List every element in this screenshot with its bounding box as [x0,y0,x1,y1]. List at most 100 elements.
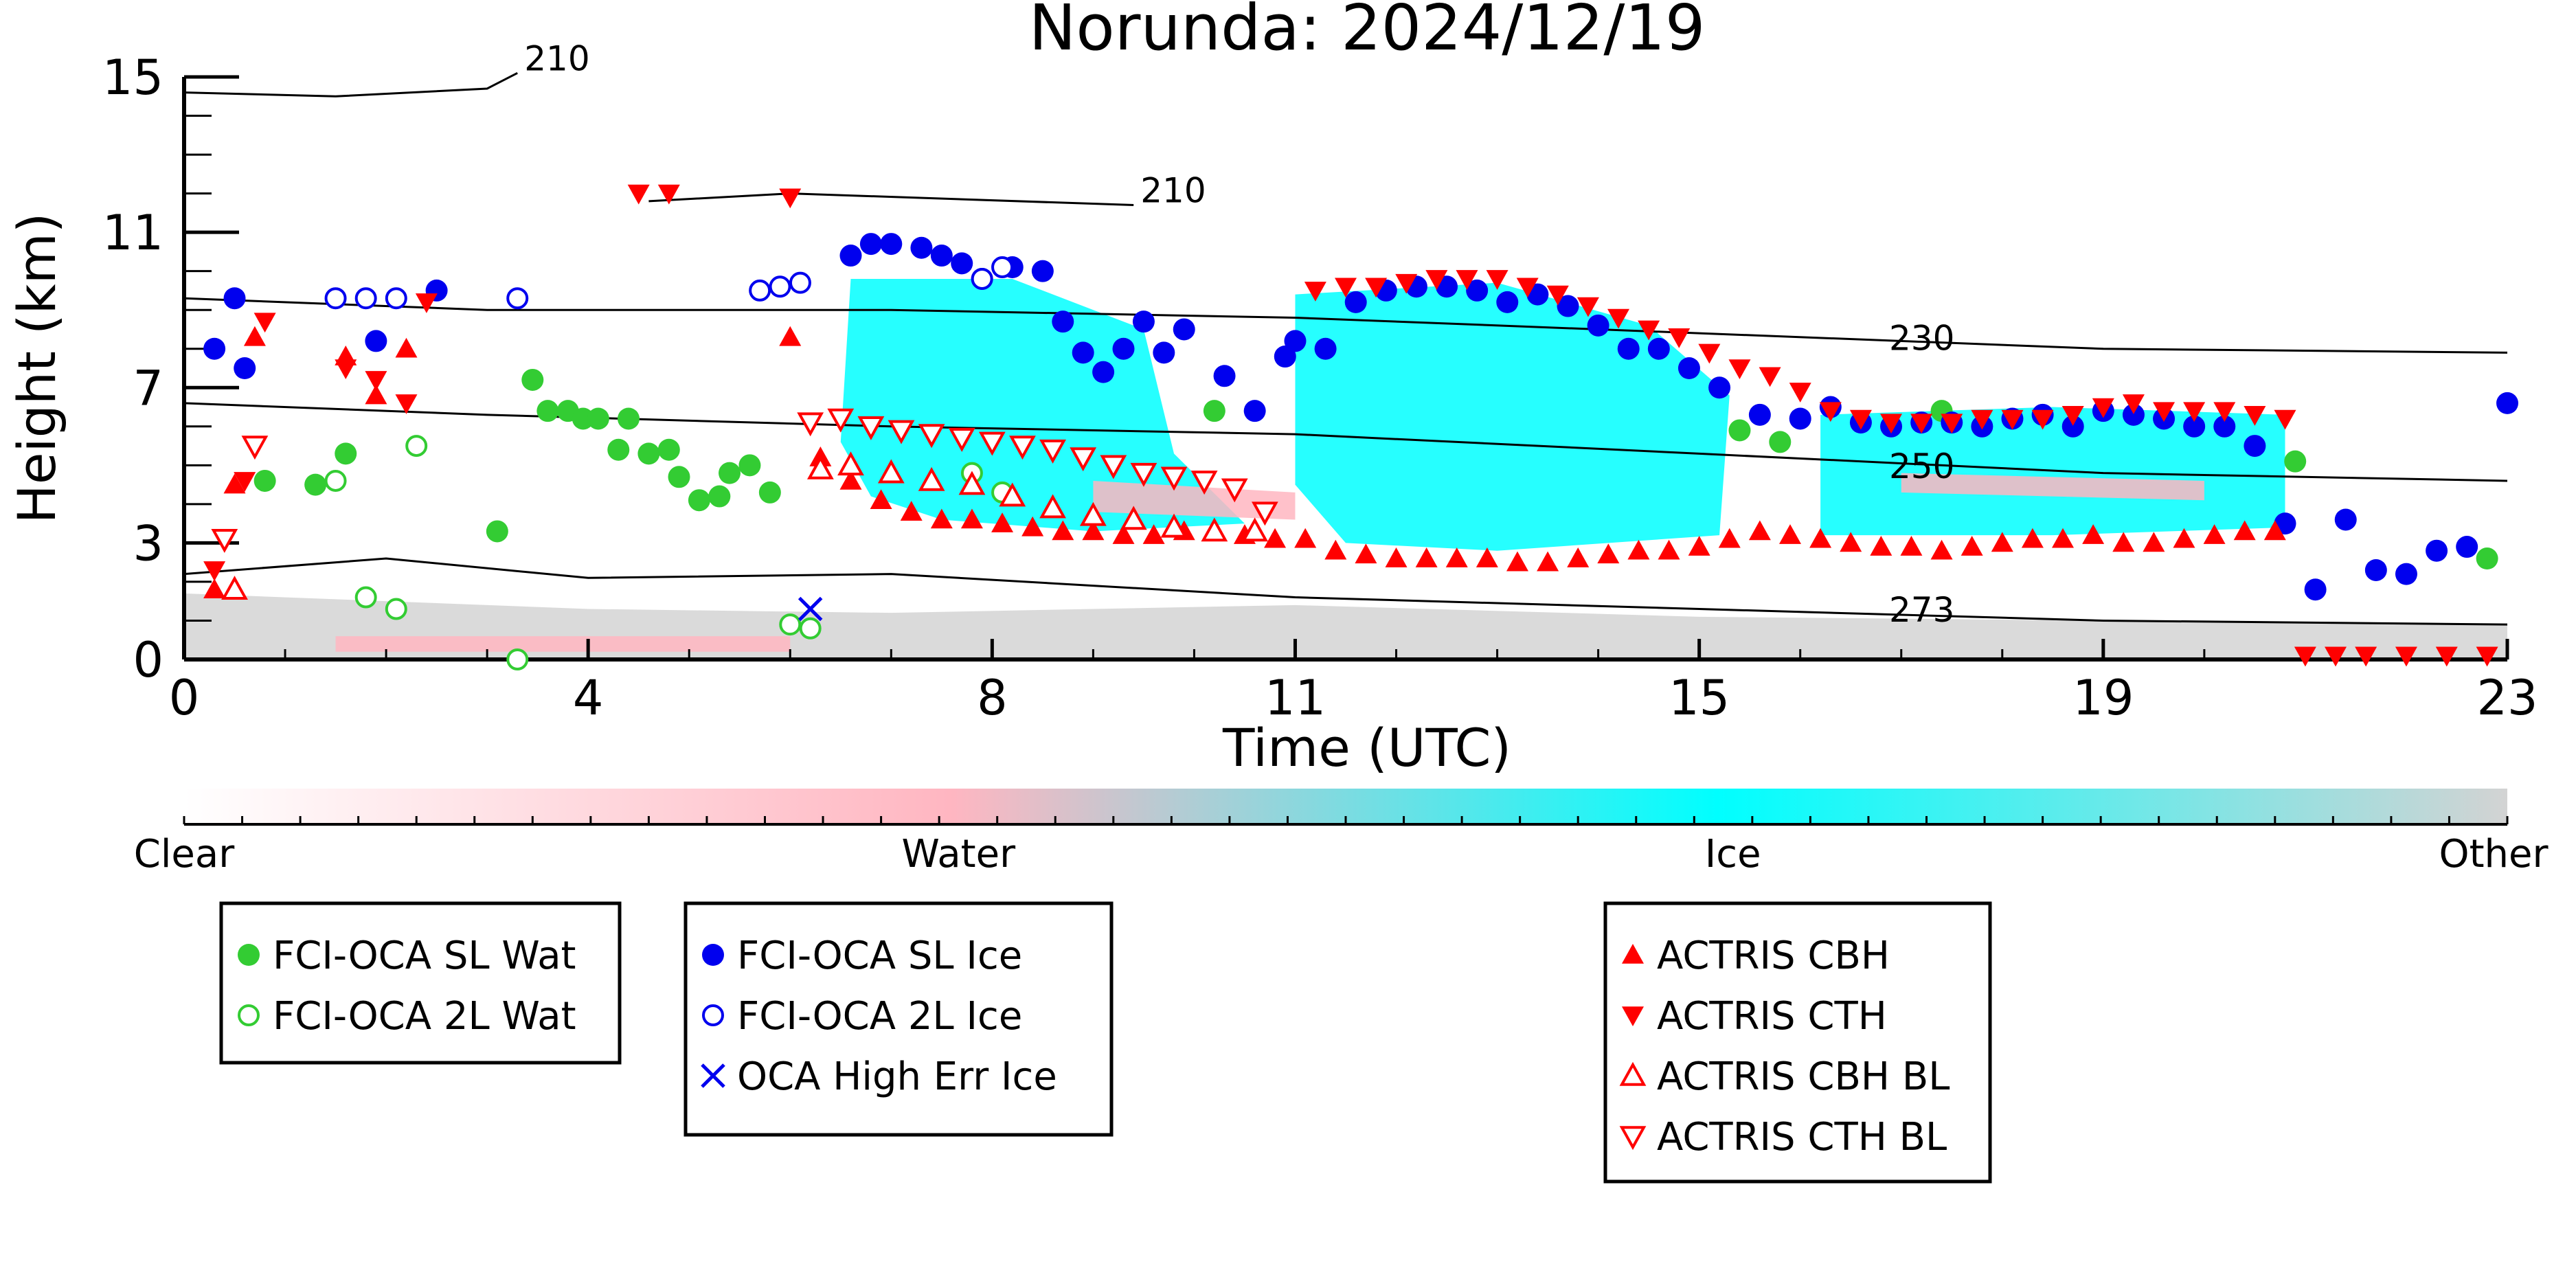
data-point [1264,528,1287,548]
data-point [1769,431,1792,453]
data-point [839,469,862,490]
data-point [1221,478,1248,503]
data-point [806,455,834,479]
contour-label: 250 [1889,447,1954,486]
data-point [1120,506,1147,530]
data-point [1130,462,1157,487]
data-point [2153,402,2176,422]
data-point [880,233,903,256]
legend-marker [702,1004,724,1026]
colorbar-ticks [183,816,2509,824]
contour-label: 230 [1889,318,1954,358]
data-point [1849,409,1872,430]
data-point [2052,528,2075,548]
data-point [2244,435,2266,457]
data-point [203,561,226,581]
data-point [958,471,986,495]
data-point [234,357,256,379]
data-point [991,512,1014,532]
data-point [1900,536,1923,556]
data-point [627,184,650,205]
data-point [837,451,864,476]
contour-label: 273 [1889,590,1954,630]
data-point [1658,539,1680,560]
data-point [668,466,690,488]
data-point [1728,419,1751,442]
data-point [365,371,387,391]
data-point [1201,517,1228,542]
data-point [1132,310,1155,333]
data-point [1213,365,1236,387]
contour-line [183,72,518,98]
contour-label: 210 [1140,171,1206,211]
data-point [870,489,892,510]
data-point [1052,520,1074,541]
data-point [2244,406,2266,426]
data-point [948,427,975,452]
data-markers [203,184,2518,670]
data-point [1160,513,1188,538]
data-point [617,407,640,430]
data-point [1597,543,1620,564]
data-point [779,613,802,636]
data-point [991,256,1014,279]
data-point [203,578,226,599]
data-point [930,508,953,529]
data-point [1385,547,1408,567]
data-point [1647,337,1670,360]
data-point [203,337,226,360]
data-point [1324,539,1347,560]
data-point [1971,409,1993,430]
temperature-contours: 210 210 230 250 273 [183,38,2508,630]
legend-label: FCI-OCA SL Ice [737,934,1022,978]
data-point [1314,337,1337,360]
data-point [385,598,407,620]
data-point [607,438,630,461]
data-point [536,400,559,422]
data-point [857,416,885,440]
data-point [738,454,761,477]
data-point [637,442,660,465]
colorbar-label: Other [2439,832,2549,877]
data-point [1160,466,1188,491]
data-point [1698,343,1721,364]
x-axis-label: Time (UTC) [1222,717,1511,778]
y-axis-label: Height (km) [6,213,67,524]
data-point [708,485,731,508]
data-point [1778,524,1801,544]
legend-box-0: FCI-OCA SL Wat FCI-OCA 2L Wat [219,901,622,1065]
series-4 [798,596,823,622]
cloud-mask-region [1295,282,1730,551]
colorbar-label: Ice [1705,832,1761,877]
data-point [789,271,811,294]
data-point [2122,394,2145,414]
data-point [1395,273,1418,294]
data-point [2325,646,2347,667]
data-point [2334,508,2357,531]
data-point [1335,278,1357,298]
data-point [1284,330,1307,352]
series-5 [203,326,2286,599]
data-point [978,431,1006,456]
data-point [1870,536,1893,556]
legend-label: FCI-OCA 2L Ice [737,994,1022,1039]
data-point [1294,528,1317,548]
data-point [521,368,544,391]
data-point [859,233,882,256]
chart-title: Norunda: 2024/12/19 [1029,0,1706,65]
data-point [1677,357,1700,379]
contour-line [183,402,2508,482]
contour-label: 210 [524,38,589,78]
data-point [243,326,266,346]
legends: FCI-OCA SL Wat FCI-OCA 2L Wat FCI-OCA SL I… [219,901,1992,1184]
data-point [1153,341,1175,364]
data-point [888,420,915,444]
legend-label: ACTRIS CTH [1657,994,1887,1039]
x-tick-label: 8 [977,670,1008,726]
data-point [2476,646,2498,667]
data-point [1365,278,1388,298]
data-point [951,252,973,275]
x-tick-label: 4 [573,670,604,726]
series-8 [211,408,1278,553]
data-point [2061,406,2084,426]
